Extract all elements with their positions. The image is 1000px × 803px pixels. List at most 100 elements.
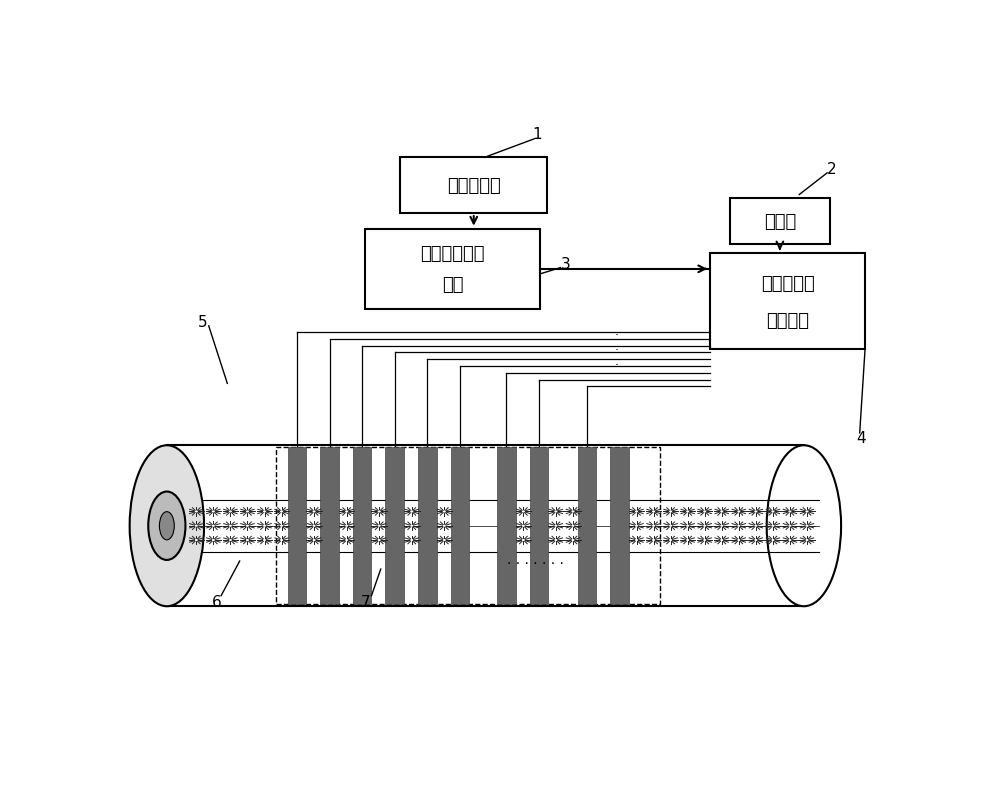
Text: 2: 2 [827, 162, 837, 177]
Text: 控制阵列: 控制阵列 [766, 312, 809, 329]
Ellipse shape [767, 446, 841, 606]
Ellipse shape [571, 525, 574, 527]
Ellipse shape [229, 525, 232, 527]
Text: 微型电磁铁: 微型电磁铁 [761, 275, 814, 292]
Ellipse shape [263, 525, 266, 527]
Bar [385, 447, 404, 605]
Ellipse shape [443, 525, 446, 527]
Ellipse shape [754, 525, 757, 527]
Ellipse shape [754, 540, 757, 541]
Ellipse shape [212, 525, 215, 527]
Ellipse shape [522, 540, 525, 541]
Ellipse shape [771, 540, 774, 541]
Ellipse shape [669, 525, 672, 527]
Ellipse shape [720, 511, 723, 513]
Ellipse shape [522, 511, 525, 513]
Ellipse shape [788, 540, 792, 541]
Ellipse shape [669, 511, 672, 513]
Ellipse shape [345, 511, 348, 513]
Ellipse shape [280, 525, 283, 527]
Ellipse shape [737, 511, 740, 513]
Text: 5: 5 [198, 315, 207, 329]
Ellipse shape [554, 525, 557, 527]
Ellipse shape [522, 525, 525, 527]
Ellipse shape [703, 525, 706, 527]
Ellipse shape [313, 511, 316, 513]
Bar [578, 447, 596, 605]
Bar [530, 447, 548, 605]
Ellipse shape [571, 511, 574, 513]
Ellipse shape [686, 511, 689, 513]
Bar [730, 198, 830, 245]
Ellipse shape [130, 446, 204, 606]
Ellipse shape [788, 525, 792, 527]
Ellipse shape [805, 540, 809, 541]
Ellipse shape [378, 540, 381, 541]
Ellipse shape [703, 540, 706, 541]
Bar [365, 230, 540, 310]
Ellipse shape [805, 511, 809, 513]
Text: · · · · · · ·: · · · · · · · [507, 556, 564, 570]
Ellipse shape [229, 540, 232, 541]
Bar [353, 447, 371, 605]
Ellipse shape [771, 525, 774, 527]
Ellipse shape [313, 540, 316, 541]
Text: 用户控制端: 用户控制端 [447, 177, 501, 195]
Ellipse shape [652, 525, 655, 527]
Ellipse shape [443, 540, 446, 541]
Ellipse shape [410, 540, 413, 541]
Ellipse shape [345, 525, 348, 527]
Bar [710, 254, 865, 350]
Ellipse shape [652, 511, 655, 513]
Ellipse shape [159, 512, 174, 540]
Text: 3: 3 [560, 257, 570, 272]
Ellipse shape [805, 525, 809, 527]
Bar [400, 158, 547, 214]
Ellipse shape [378, 525, 381, 527]
Ellipse shape [669, 540, 672, 541]
Ellipse shape [229, 511, 232, 513]
Ellipse shape [212, 511, 215, 513]
Ellipse shape [788, 511, 792, 513]
Bar [276, 447, 660, 605]
Text: 1: 1 [532, 127, 542, 142]
Ellipse shape [635, 511, 638, 513]
Ellipse shape [720, 540, 723, 541]
Ellipse shape [554, 511, 557, 513]
Ellipse shape [212, 540, 215, 541]
Ellipse shape [737, 540, 740, 541]
Ellipse shape [635, 540, 638, 541]
Text: 7: 7 [360, 595, 370, 609]
Text: 光栅周期控制: 光栅周期控制 [420, 245, 485, 263]
Bar [418, 447, 437, 605]
Ellipse shape [280, 540, 283, 541]
Ellipse shape [754, 511, 757, 513]
Ellipse shape [148, 492, 185, 560]
Bar [167, 446, 804, 606]
Ellipse shape [263, 540, 266, 541]
Bar [450, 447, 469, 605]
Ellipse shape [313, 525, 316, 527]
Ellipse shape [652, 540, 655, 541]
Ellipse shape [703, 511, 706, 513]
Ellipse shape [771, 511, 774, 513]
Text: 6: 6 [212, 595, 221, 609]
Text: 恒流源: 恒流源 [764, 213, 796, 230]
Ellipse shape [571, 540, 574, 541]
Ellipse shape [378, 511, 381, 513]
Ellipse shape [635, 525, 638, 527]
Text: 系统: 系统 [442, 276, 463, 294]
Ellipse shape [263, 511, 266, 513]
Bar [497, 447, 516, 605]
Ellipse shape [686, 540, 689, 541]
Ellipse shape [280, 511, 283, 513]
Ellipse shape [720, 525, 723, 527]
Ellipse shape [737, 525, 740, 527]
Ellipse shape [246, 511, 249, 513]
Text: 4: 4 [856, 430, 866, 445]
Bar [320, 447, 339, 605]
Text: ·
·
·: · · · [615, 328, 619, 371]
Bar [288, 447, 306, 605]
Ellipse shape [686, 525, 689, 527]
Ellipse shape [554, 540, 557, 541]
